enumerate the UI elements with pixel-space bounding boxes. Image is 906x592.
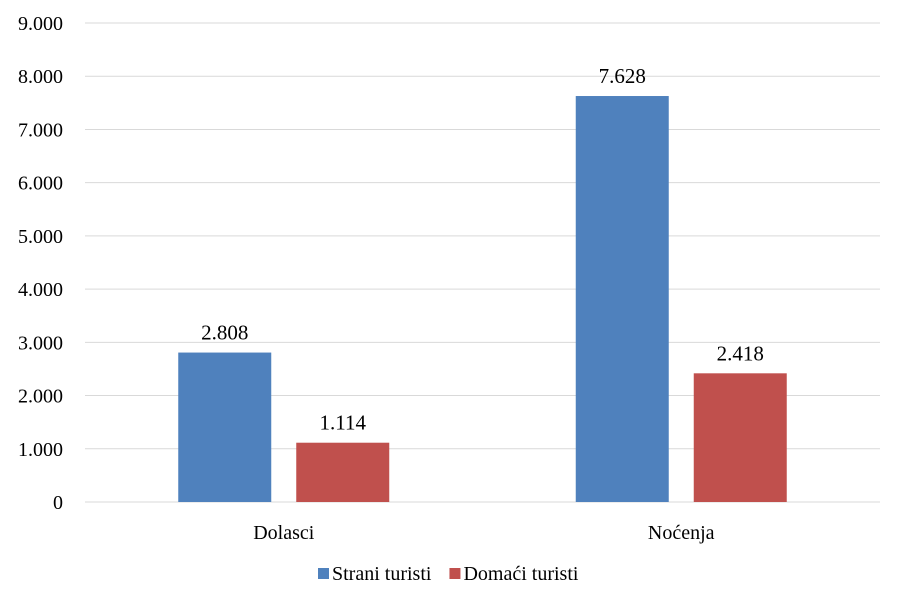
category-label-0: Dolasci — [253, 522, 315, 544]
data-label-0-1: 7.628 — [599, 64, 646, 88]
legend-label-0: Strani turisti — [332, 563, 432, 585]
data-label-0-0: 2.808 — [201, 321, 248, 345]
y-tick-label-1: 1.000 — [18, 439, 63, 461]
legend-swatch-0 — [318, 568, 329, 579]
y-tick-label-7: 7.000 — [18, 119, 63, 141]
bar-domaci-1 — [693, 373, 787, 502]
x-axis-category-labels: Dolasci Noćenja — [253, 522, 714, 544]
data-label-1-1: 2.418 — [717, 341, 764, 365]
legend-swatch-1 — [449, 568, 461, 579]
y-tick-label-2: 2.000 — [18, 386, 63, 408]
y-tick-label-3: 3.000 — [18, 332, 63, 354]
y-tick-label-5: 5.000 — [18, 226, 63, 248]
y-tick-label-0: 0 — [53, 492, 63, 514]
category-label-1: Noćenja — [648, 522, 715, 544]
y-tick-label-9: 9.000 — [18, 13, 63, 35]
bar-strani-0 — [178, 352, 272, 502]
data-labels: 2.808 1.114 7.628 2.418 — [201, 64, 764, 435]
legend: Strani turisti Domaći turisti — [318, 563, 579, 585]
bars — [178, 96, 787, 503]
y-tick-label-6: 6.000 — [18, 173, 63, 195]
legend-label-1: Domaći turisti — [463, 563, 578, 585]
data-label-1-0: 1.114 — [320, 411, 367, 435]
bar-domaci-0 — [296, 442, 390, 502]
y-axis-tick-labels: 0 1.000 2.000 3.000 4.000 5.000 6.000 7.000 8.00… — [18, 13, 63, 514]
y-tick-label-4: 4.000 — [18, 279, 63, 301]
y-tick-label-8: 8.000 — [18, 66, 63, 88]
bar-strani-1 — [575, 96, 669, 503]
